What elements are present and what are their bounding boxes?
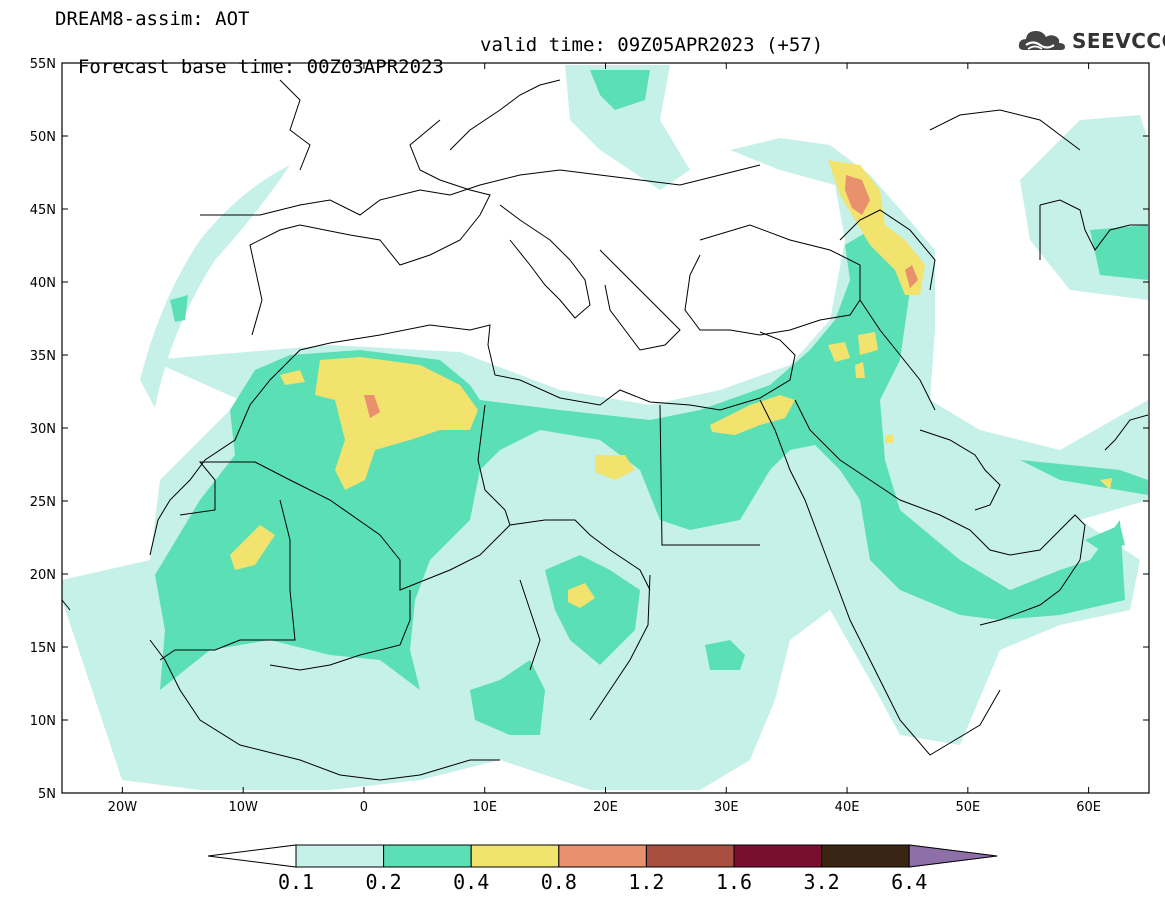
lon-tick-label: 20E xyxy=(593,800,618,815)
colorbar-swatch xyxy=(383,844,472,868)
longitude-axis: 20W 10W 0 10E 20E 30E 40E 50E 60E xyxy=(108,63,1101,815)
lat-tick-label: 15N xyxy=(30,641,56,656)
colorbar-swatch xyxy=(733,844,823,868)
colorbar-level-label: 1.2 xyxy=(628,870,664,894)
lon-tick-label: 30E xyxy=(714,800,739,815)
colorbar-under-triangle xyxy=(207,844,297,868)
aot-level-0.2 xyxy=(155,70,1148,735)
lat-tick-label: 20N xyxy=(30,568,56,583)
colorbar-swatch xyxy=(558,844,647,868)
colorbar-level-label: 0.8 xyxy=(541,870,577,894)
lat-tick-label: 45N xyxy=(30,203,56,218)
lon-tick-label: 50E xyxy=(955,800,980,815)
lat-tick-label: 25N xyxy=(30,495,56,510)
aot-level-0.4 xyxy=(230,160,1112,608)
colorbar-level-label: 0.1 xyxy=(278,870,314,894)
lon-tick-label: 10W xyxy=(228,800,258,815)
lon-tick-label: 10E xyxy=(472,800,497,815)
lat-tick-label: 30N xyxy=(30,422,56,437)
aot-field xyxy=(62,65,1148,790)
cloud-icon xyxy=(1018,31,1065,50)
forecast-base-time: Forecast base time: 00Z03APR2023 xyxy=(77,56,444,78)
lat-tick-label: 10N xyxy=(30,714,56,729)
colorbar: 0.1 0.2 0.4 0.8 1.2 1.6 3.2 6.4 xyxy=(207,844,998,894)
coastlines xyxy=(62,79,1149,781)
lat-tick-label: 50N xyxy=(30,130,56,145)
colorbar-level-label: 1.6 xyxy=(716,870,752,894)
latitude-axis: 55N 50N 45N 40N 35N 30N 25N 20N 15N 10N 5N xyxy=(30,57,1149,802)
valid-time: valid time: 09Z05APR2023 (+57) xyxy=(480,34,824,56)
seevccc-logo: SEEVCCC xyxy=(1018,26,1165,56)
lat-tick-label: 5N xyxy=(38,787,56,802)
colorbar-level-label: 0.2 xyxy=(366,870,402,894)
map-title: DREAM8-assim: AOT xyxy=(55,8,250,30)
colorbar-swatch xyxy=(295,844,385,868)
lon-tick-label: 40E xyxy=(835,800,860,815)
colorbar-over-triangle xyxy=(908,844,998,868)
lat-tick-label: 55N xyxy=(30,57,56,72)
colorbar-swatch xyxy=(821,844,910,868)
lon-tick-label: 60E xyxy=(1076,800,1101,815)
lon-tick-label: 20W xyxy=(108,800,138,815)
lat-tick-label: 40N xyxy=(30,276,56,291)
colorbar-level-label: 0.4 xyxy=(453,870,489,894)
forecast-times: Forecast base time: 00Z03APR2023 valid t… xyxy=(55,34,823,100)
colorbar-level-label: 6.4 xyxy=(891,870,927,894)
lat-tick-label: 35N xyxy=(30,349,56,364)
lon-tick-label: 0 xyxy=(360,800,368,815)
colorbar-swatch xyxy=(470,844,560,868)
logo-text: SEEVCCC xyxy=(1072,29,1165,53)
colorbar-swatch xyxy=(645,844,735,868)
aot-level-0.8 xyxy=(364,175,918,418)
colorbar-level-label: 3.2 xyxy=(804,870,840,894)
